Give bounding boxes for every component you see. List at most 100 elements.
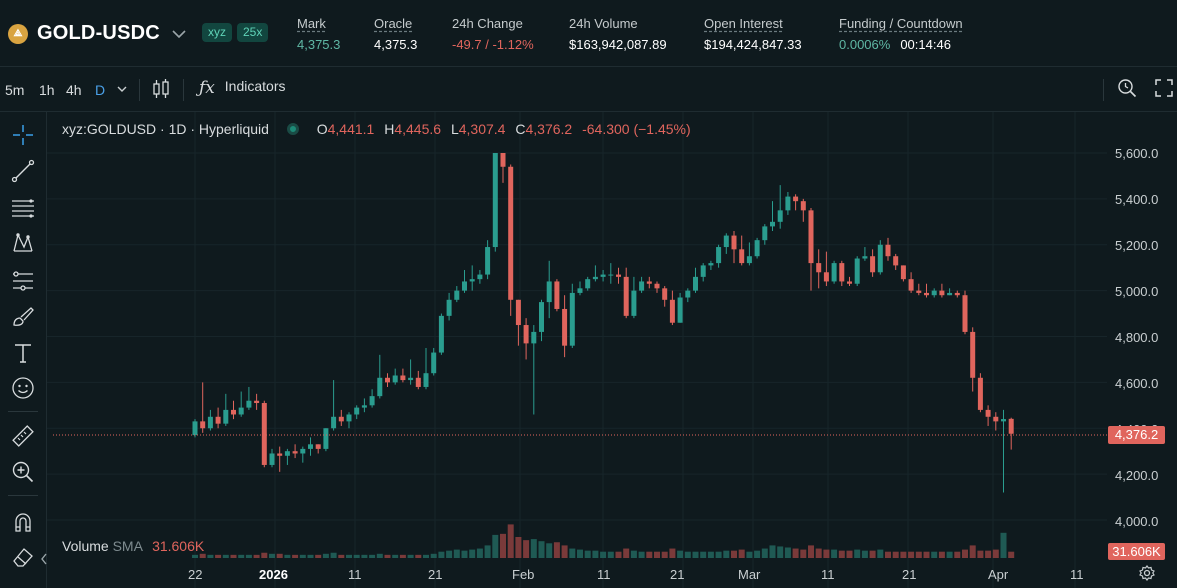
price-label: 4,600.0 xyxy=(1115,376,1159,391)
candle-body xyxy=(885,244,891,257)
text-icon[interactable] xyxy=(10,340,36,366)
candle-body xyxy=(1001,419,1006,422)
candle-body xyxy=(207,416,213,429)
crosshair-icon[interactable] xyxy=(10,122,36,148)
candle-body xyxy=(770,221,775,227)
time-label: 21 xyxy=(428,567,443,582)
volume-bar xyxy=(392,554,399,558)
time-label: 21 xyxy=(902,567,917,582)
volume-bar xyxy=(322,553,329,558)
volume-bar xyxy=(800,549,807,558)
time-label: Mar xyxy=(738,567,761,582)
candle-body xyxy=(523,325,529,344)
time-label: 11 xyxy=(348,567,362,582)
volume-bar xyxy=(438,551,445,558)
collapse-toolbar-icon[interactable] xyxy=(40,552,50,566)
volume-bar xyxy=(315,554,322,558)
volume-bar xyxy=(446,550,453,558)
volume-bar xyxy=(292,554,299,558)
ruler-icon[interactable] xyxy=(10,423,36,449)
volume-bar xyxy=(831,549,838,558)
candle-body xyxy=(354,407,360,415)
stat-oracle: Oracle 4,375.3 xyxy=(374,16,418,52)
timeframe-1h[interactable]: 1h xyxy=(39,82,55,98)
candle-body xyxy=(423,373,429,387)
candle-body xyxy=(808,210,814,264)
candle-body xyxy=(415,377,421,387)
volume-bar xyxy=(1000,532,1007,558)
fib-tool-icon[interactable] xyxy=(10,268,36,294)
candle-body xyxy=(723,235,729,248)
horizontal-lines-icon[interactable] xyxy=(10,195,36,221)
volume-bar xyxy=(299,554,306,558)
candle-body xyxy=(662,288,668,300)
emoji-icon[interactable] xyxy=(10,375,36,401)
candle-body xyxy=(785,196,791,211)
chart-settings-icon[interactable] xyxy=(1139,565,1155,586)
candle-body xyxy=(531,331,537,344)
candle-body xyxy=(716,247,722,264)
candle-body xyxy=(485,247,491,275)
volume-bar xyxy=(946,551,953,558)
pattern-icon[interactable] xyxy=(10,230,36,256)
brush-icon[interactable] xyxy=(10,304,36,330)
candle-body xyxy=(446,299,452,316)
volume-bar xyxy=(476,548,483,558)
timeframe-5m[interactable]: 5m xyxy=(5,82,25,98)
candle-type-icon[interactable] xyxy=(152,79,170,102)
price-chart[interactable] xyxy=(47,112,1107,588)
candle-body xyxy=(300,448,306,454)
candle-body xyxy=(847,281,852,284)
zoom-in-icon[interactable] xyxy=(10,459,36,485)
candle-body xyxy=(477,274,483,280)
eraser-icon[interactable] xyxy=(10,544,36,570)
magnet-icon[interactable] xyxy=(10,509,36,535)
fullscreen-icon[interactable] xyxy=(1155,79,1173,100)
timeframe-d[interactable]: D xyxy=(95,82,106,98)
volume-bar xyxy=(346,554,352,558)
candle-body xyxy=(754,240,760,257)
volume-bar xyxy=(838,550,845,558)
candle-body xyxy=(261,403,267,465)
volume-bar xyxy=(515,537,522,558)
volume-bar xyxy=(908,551,915,558)
volume-bar xyxy=(553,542,560,558)
volume-bar xyxy=(707,551,714,558)
candle-body xyxy=(277,453,283,456)
candle-body xyxy=(700,265,706,277)
volume-bar xyxy=(215,554,222,558)
volume-bar xyxy=(723,550,730,558)
time-label: 11 xyxy=(597,567,611,582)
volume-bar xyxy=(777,546,784,558)
dex-tag: xyz xyxy=(202,23,232,42)
price-label: 4,000.0 xyxy=(1115,514,1159,529)
candle-body xyxy=(970,331,976,378)
volume-bar xyxy=(846,550,853,558)
symbol-selector[interactable]: ⟁ GOLD-USDC xyxy=(8,22,186,45)
volume-bar xyxy=(954,551,961,558)
candle-body xyxy=(900,265,906,280)
timeframe-dropdown-icon[interactable] xyxy=(117,80,127,96)
timeframe-4h[interactable]: 4h xyxy=(66,82,82,98)
candle-body xyxy=(577,288,583,293)
trend-line-icon[interactable] xyxy=(10,158,36,184)
volume-bar xyxy=(761,548,768,558)
volume-bar xyxy=(384,554,391,558)
volume-bar xyxy=(661,551,668,558)
candle-body xyxy=(308,444,313,449)
chevron-down-icon[interactable] xyxy=(172,26,186,42)
candle-body xyxy=(361,405,367,408)
volume-bar xyxy=(923,551,930,558)
toolbar-divider xyxy=(8,411,38,412)
volume-bar xyxy=(638,551,645,558)
volume-bar xyxy=(992,549,999,558)
volume-bar xyxy=(854,549,861,558)
candle-body xyxy=(839,263,845,282)
candle-body xyxy=(377,377,383,397)
volume-bar xyxy=(399,554,406,558)
indicators-button[interactable]: ƒx Indicators xyxy=(199,78,286,98)
volume-bar xyxy=(808,545,814,558)
time-label: Apr xyxy=(988,567,1009,582)
candle-body xyxy=(639,281,645,291)
zoom-clock-icon[interactable] xyxy=(1117,78,1137,101)
